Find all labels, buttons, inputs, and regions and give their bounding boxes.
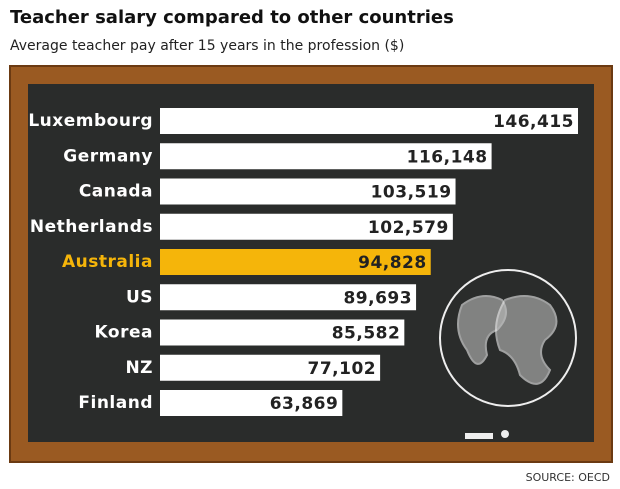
value-label: 116,148 xyxy=(407,147,488,167)
category-label: Finland xyxy=(78,393,153,413)
value-label: 77,102 xyxy=(308,359,377,379)
chart-subtitle: Average teacher pay after 15 years in th… xyxy=(10,38,404,54)
category-label: Korea xyxy=(95,323,153,343)
bar xyxy=(160,143,492,170)
value-label: 103,519 xyxy=(371,183,452,203)
bar xyxy=(160,354,381,381)
value-label: 102,579 xyxy=(368,218,449,238)
value-label: 89,693 xyxy=(343,288,412,308)
value-label: 85,582 xyxy=(332,324,401,344)
bar xyxy=(160,213,453,240)
bar xyxy=(160,249,431,275)
category-label: NZ xyxy=(125,358,153,378)
category-label: Australia xyxy=(62,252,153,272)
bar xyxy=(160,178,456,205)
category-label: Germany xyxy=(63,146,153,166)
value-label: 94,828 xyxy=(358,253,427,273)
bar xyxy=(160,390,343,416)
category-label: Luxembourg xyxy=(28,111,153,131)
chart-title: Teacher salary compared to other countri… xyxy=(10,7,454,28)
bar xyxy=(160,108,578,134)
chalk-dust xyxy=(501,430,509,438)
value-label: 146,415 xyxy=(493,112,574,132)
category-label: Canada xyxy=(79,182,153,202)
source: SOURCE: OECD xyxy=(526,471,610,484)
category-label: US xyxy=(126,287,153,307)
bar xyxy=(160,319,405,346)
category-label: Netherlands xyxy=(30,217,153,237)
chalk-piece xyxy=(465,433,493,439)
globe xyxy=(439,269,577,407)
bar xyxy=(160,284,417,311)
value-label: 63,869 xyxy=(270,394,339,414)
